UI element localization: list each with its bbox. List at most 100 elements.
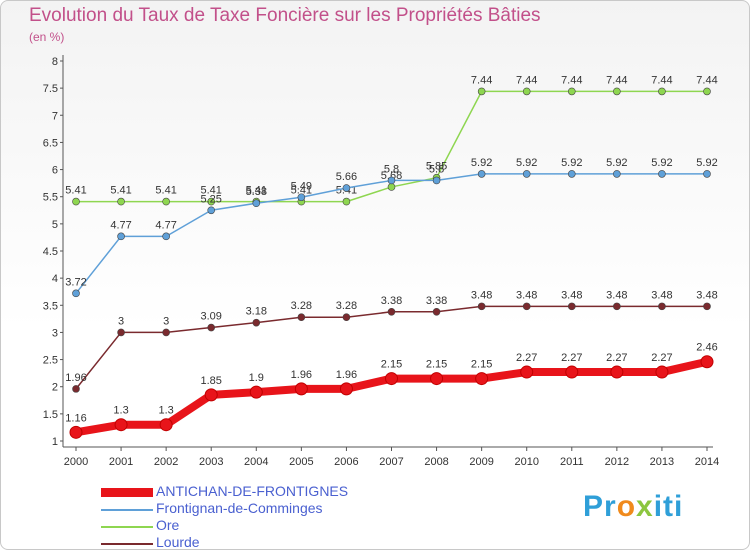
data-point-antichan: [430, 372, 444, 386]
data-point-lourde: [658, 302, 666, 311]
y-tick-label: 4: [52, 273, 58, 285]
data-label-antichan: 2.15: [426, 359, 447, 371]
data-point-frontignan: [477, 170, 486, 178]
x-tick-label: 2010: [514, 456, 538, 468]
data-label-ore: 7.44: [651, 74, 672, 86]
y-tick-label: 5.5: [43, 192, 58, 204]
data-label-ore: 7.44: [516, 74, 537, 86]
y-tick-label: 5: [52, 219, 58, 231]
data-point-antichan: [700, 355, 714, 369]
legend-swatch-lourde: [101, 543, 153, 545]
data-label-frontignan: 5.92: [471, 157, 492, 169]
data-label-lourde: 3.18: [246, 306, 267, 318]
y-tick-label: 6: [52, 165, 58, 177]
y-tick-label: 3.5: [43, 300, 58, 312]
data-point-frontignan: [297, 193, 306, 202]
data-label-ore: 5.41: [110, 185, 131, 197]
data-point-antichan: [565, 365, 579, 379]
x-tick-label: 2000: [64, 456, 88, 468]
data-label-frontignan: 5.66: [336, 171, 357, 183]
legend-label-lourde: Lourde: [156, 534, 200, 550]
data-point-antichan: [69, 425, 83, 439]
legend-label-antichan: ANTICHAN-DE-FRONTIGNES: [156, 483, 349, 499]
data-label-ore: 7.44: [606, 74, 627, 86]
data-point-antichan: [249, 385, 263, 399]
x-tick-label: 2006: [334, 456, 358, 468]
data-label-lourde: 3.28: [336, 300, 357, 312]
data-point-ore: [613, 87, 621, 96]
data-point-antichan: [339, 382, 353, 396]
data-label-antichan: 2.27: [561, 352, 582, 364]
data-label-antichan: 2.15: [471, 359, 492, 371]
data-point-lourde: [477, 302, 486, 311]
data-label-lourde: 3.48: [606, 289, 627, 301]
data-label-frontignan: 3.72: [65, 276, 86, 288]
data-point-antichan: [114, 418, 128, 432]
data-label-antichan: 1.96: [291, 369, 312, 381]
data-point-frontignan: [522, 170, 531, 178]
y-tick-label: 1: [52, 436, 58, 448]
data-point-frontignan: [387, 176, 396, 185]
data-point-frontignan: [658, 170, 666, 178]
data-point-antichan: [610, 365, 624, 379]
data-point-lourde: [703, 302, 711, 311]
data-label-ore: 5.41: [155, 185, 176, 197]
data-point-lourde: [252, 318, 261, 327]
data-point-lourde: [342, 313, 351, 322]
data-label-lourde: 3: [163, 315, 169, 327]
data-point-frontignan: [432, 176, 441, 185]
data-label-antichan: 1.3: [158, 405, 173, 417]
data-point-antichan: [294, 382, 308, 396]
data-label-lourde: 3.28: [291, 300, 312, 312]
x-tick-label: 2004: [244, 456, 268, 468]
x-tick-label: 2013: [650, 456, 674, 468]
data-point-ore: [72, 197, 80, 206]
data-label-frontignan: 5.49: [291, 180, 312, 192]
data-label-lourde: 3.48: [651, 289, 672, 301]
data-point-frontignan: [207, 206, 216, 215]
data-point-lourde: [613, 302, 621, 311]
y-tick-label: 6.5: [43, 137, 58, 149]
data-point-antichan: [475, 372, 489, 386]
data-label-frontignan: 5.92: [606, 157, 627, 169]
data-label-frontignan: 5.38: [246, 186, 267, 198]
data-label-lourde: 3: [118, 315, 124, 327]
data-point-ore: [477, 87, 486, 96]
data-label-ore: 7.44: [471, 74, 492, 86]
data-label-frontignan: 5.8: [429, 163, 444, 175]
logo-part-4: iti: [653, 490, 684, 523]
x-tick-label: 2012: [605, 456, 629, 468]
data-point-frontignan: [117, 232, 125, 241]
y-tick-label: 2: [52, 382, 58, 394]
data-label-lourde: 1.96: [65, 372, 86, 384]
data-point-lourde: [567, 302, 576, 311]
y-tick-label: 1.5: [43, 409, 58, 421]
data-label-frontignan: 4.77: [110, 219, 131, 231]
data-point-lourde: [117, 328, 125, 337]
x-tick-label: 2003: [199, 456, 223, 468]
data-point-ore: [117, 197, 125, 206]
data-label-frontignan: 5.92: [696, 157, 717, 169]
data-label-ore: 5.41: [201, 185, 222, 197]
data-point-frontignan: [252, 199, 261, 208]
data-point-ore: [522, 87, 531, 96]
data-point-lourde: [72, 385, 80, 393]
data-point-frontignan: [162, 232, 170, 241]
data-point-ore: [567, 87, 576, 96]
data-label-antichan: 2.27: [651, 352, 672, 364]
chart-subtitle: (en %): [29, 30, 65, 44]
y-tick-label: 7: [52, 110, 58, 122]
data-point-lourde: [297, 313, 306, 322]
y-tick-label: 8: [52, 56, 58, 68]
data-point-ore: [703, 87, 711, 96]
data-label-antichan: 1.16: [65, 412, 86, 424]
data-point-ore: [658, 87, 666, 96]
data-label-antichan: 1.96: [336, 369, 357, 381]
data-label-frontignan: 5.92: [651, 157, 672, 169]
data-label-antichan: 2.46: [696, 342, 717, 354]
x-tick-label: 2008: [424, 456, 448, 468]
data-label-frontignan: 4.77: [155, 219, 176, 231]
data-label-ore: 7.44: [561, 74, 582, 86]
